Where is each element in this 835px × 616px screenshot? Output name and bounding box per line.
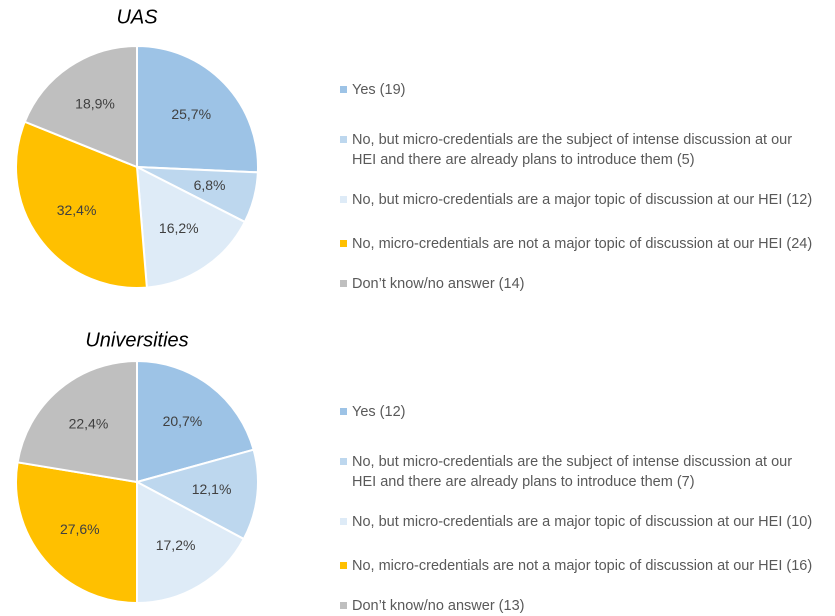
legend-swatch bbox=[340, 562, 347, 569]
legend-label: Don’t know/no answer (13) bbox=[352, 598, 525, 614]
legend-label: No, micro-credentials are not a major to… bbox=[352, 236, 813, 252]
legend-item: No, micro-credentials are not a major to… bbox=[340, 556, 820, 576]
legend-label: No, but micro-credentials are the subjec… bbox=[352, 454, 793, 490]
legend-swatch bbox=[340, 602, 347, 609]
data-label: 27,6% bbox=[60, 521, 100, 537]
pie-slice bbox=[16, 359, 138, 484]
legend-item: Don’t know/no answer (13) bbox=[340, 596, 820, 616]
legend-swatch bbox=[340, 86, 347, 93]
pie-slice bbox=[135, 165, 247, 289]
chart-title: UAS bbox=[116, 6, 158, 28]
legend-label: No, but micro-credentials are the subjec… bbox=[352, 132, 793, 168]
legend-label: No, micro-credentials are not a major to… bbox=[352, 558, 813, 574]
data-label: 22,4% bbox=[69, 416, 109, 432]
data-label: 6,8% bbox=[194, 177, 226, 193]
legend-swatch bbox=[340, 136, 347, 143]
pie-slice bbox=[15, 120, 148, 289]
data-label: 20,7% bbox=[163, 413, 203, 429]
data-label: 32,4% bbox=[57, 202, 97, 218]
data-label: 17,2% bbox=[156, 537, 196, 553]
legend-item: Don’t know/no answer (14) bbox=[340, 274, 820, 294]
legend-item: Yes (12) bbox=[340, 402, 820, 422]
chart-title: Universities bbox=[85, 329, 188, 351]
data-label: 25,7% bbox=[171, 106, 211, 122]
pie-slice bbox=[23, 44, 138, 169]
legend-swatch bbox=[340, 458, 347, 465]
pie-slice bbox=[136, 44, 259, 174]
legend-label: Yes (12) bbox=[352, 404, 406, 420]
data-label: 18,9% bbox=[75, 96, 115, 112]
legend-item: No, but micro-credentials are the subjec… bbox=[340, 452, 820, 492]
pie-slice bbox=[136, 480, 246, 605]
legend-swatch bbox=[340, 240, 347, 247]
legend-item: No, micro-credentials are not a major to… bbox=[340, 234, 820, 254]
legend-item: Yes (19) bbox=[340, 80, 820, 100]
legend-label: Yes (19) bbox=[352, 82, 406, 98]
legend-swatch bbox=[340, 408, 347, 415]
legend-swatch bbox=[340, 196, 347, 203]
pie-slice bbox=[15, 461, 138, 605]
data-label: 12,1% bbox=[192, 481, 232, 497]
legend-swatch bbox=[340, 518, 347, 525]
legend-swatch bbox=[340, 280, 347, 287]
legend-item: No, but micro-credentials are a major to… bbox=[340, 512, 820, 532]
legend-label: No, but micro-credentials are a major to… bbox=[352, 192, 813, 208]
data-label: 16,2% bbox=[159, 220, 199, 236]
legend-label: No, but micro-credentials are a major to… bbox=[352, 514, 813, 530]
legend-label: Don’t know/no answer (14) bbox=[352, 276, 525, 292]
legend-item: No, but micro-credentials are a major to… bbox=[340, 190, 820, 210]
pie-slice bbox=[134, 448, 259, 541]
legend-item: No, but micro-credentials are the subjec… bbox=[340, 130, 820, 170]
pie-slice bbox=[136, 359, 255, 484]
